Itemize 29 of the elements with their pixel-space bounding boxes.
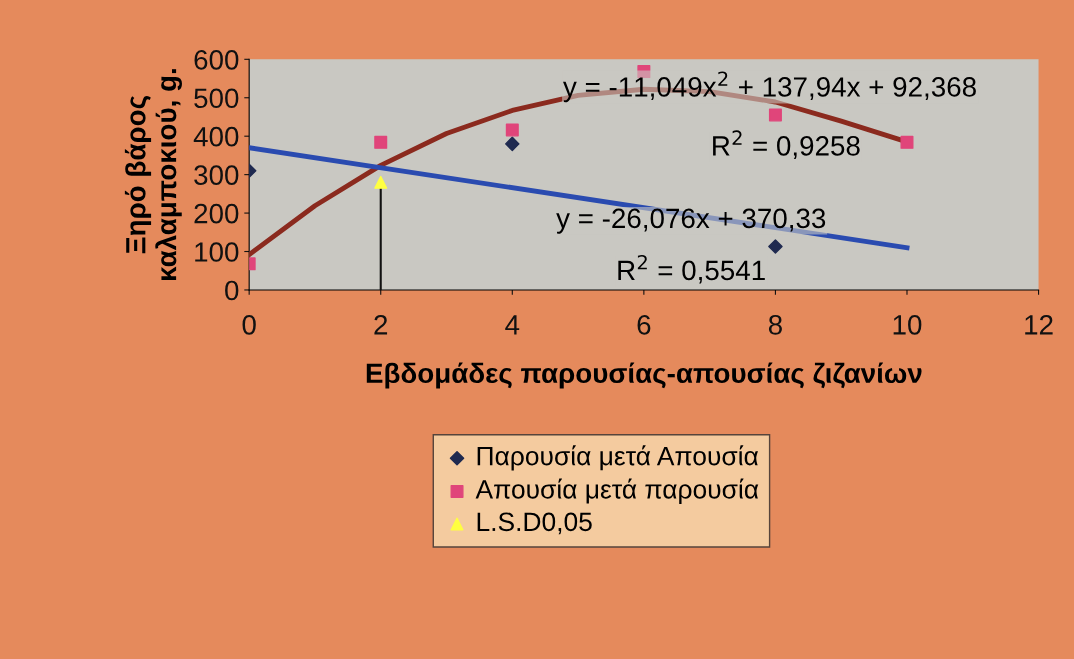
point xyxy=(900,135,914,149)
y-tick-label: 500 xyxy=(194,88,239,109)
point xyxy=(768,239,783,254)
legend-label: L.S.D0,05 xyxy=(477,512,592,535)
x-tick-label: 2 xyxy=(374,315,388,335)
y-tick-label: 0 xyxy=(225,280,239,301)
y-tick-label: 200 xyxy=(194,203,239,224)
legend-label: Παρουσία μετά Απουσία xyxy=(477,445,759,471)
x-tick-label: 4 xyxy=(505,315,520,335)
x-tick-label: 6 xyxy=(637,315,651,335)
x-tick-label: 12 xyxy=(1025,315,1053,335)
x-tick-label: 0 xyxy=(242,315,256,335)
point xyxy=(374,135,388,149)
annotation: y = -26,076x + 370,33 xyxy=(556,208,826,234)
y-tick-label: 600 xyxy=(194,49,239,70)
annotation: y = -11,049x$^{2}$ + 137,94x + 92,368 xyxy=(563,71,976,103)
y-tick-label: 300 xyxy=(194,165,239,185)
x-tick-label: 8 xyxy=(768,315,782,335)
legend-label: Απουσία μετά παρουσία xyxy=(475,478,759,504)
x-axis-title: Εβδομάδες παρουσίας-απουσίας ζιζανίων xyxy=(366,362,922,389)
annotation: R$^{2}$ = 0,5541 xyxy=(618,254,765,284)
y-tick-label: 400 xyxy=(193,126,239,147)
y-tick-label: 100 xyxy=(195,242,239,262)
y-axis-title: Ξηρό βάρος καλαμποκιού, g. xyxy=(124,69,182,281)
point xyxy=(768,108,782,122)
point xyxy=(505,123,519,137)
annotation: R$^{2}$ = 0,9258 xyxy=(713,130,860,159)
x-tick-label: 10 xyxy=(893,315,922,335)
point xyxy=(505,136,520,152)
